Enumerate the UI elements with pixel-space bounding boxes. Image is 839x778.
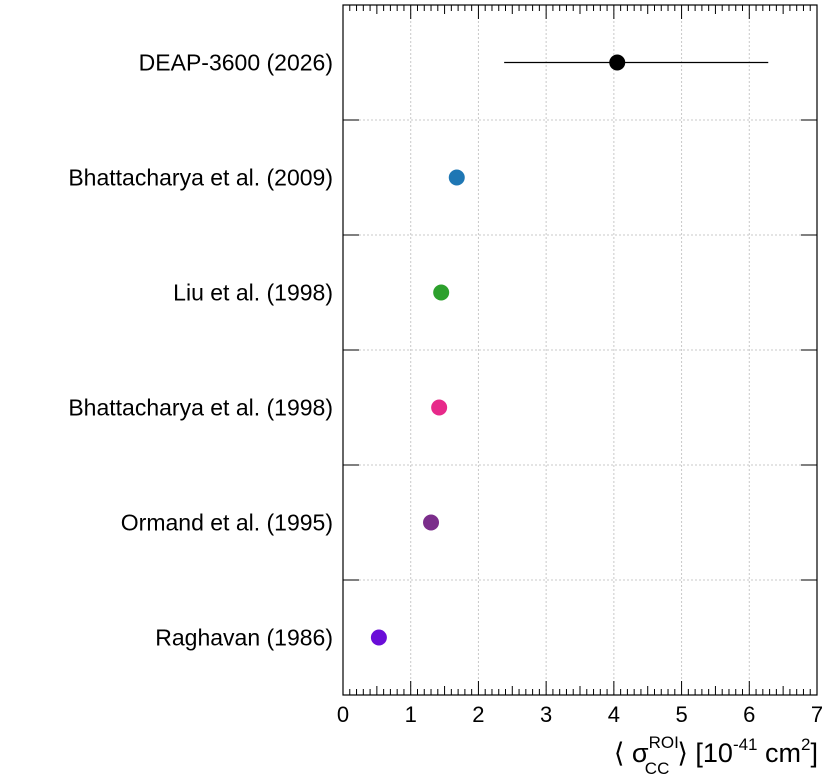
x-tick-label: 4 [608, 702, 620, 727]
data-point [609, 54, 626, 71]
x-tick-label: 3 [540, 702, 552, 727]
category-labels: DEAP-3600 (2026) Bhattacharya et al. (200… [68, 50, 333, 651]
x-tick-label: 7 [811, 702, 823, 727]
x-axis-title: ⟨ σROI CC⟩ [10-41 cm2] [614, 733, 818, 778]
axis-ticks [342, 5, 818, 695]
category-label: Raghavan (1986) [155, 625, 333, 651]
x-tick-label: 2 [472, 702, 484, 727]
data-point [433, 284, 450, 301]
x-tick-label: 6 [743, 702, 755, 727]
data-points [370, 54, 769, 646]
data-point [431, 399, 448, 416]
category-label: Liu et al. (1998) [173, 280, 333, 306]
category-label: Bhattacharya et al. (2009) [68, 165, 333, 191]
data-point [370, 629, 387, 646]
category-label: Ormand et al. (1995) [121, 510, 333, 536]
category-label: DEAP-3600 (2026) [139, 50, 333, 76]
data-point [423, 514, 440, 531]
x-tick-label: 1 [405, 702, 417, 727]
x-tick-labels: 0 1 2 3 4 5 6 7 [337, 702, 823, 727]
data-point [448, 169, 465, 186]
x-tick-label: 5 [675, 702, 687, 727]
grid [343, 5, 817, 695]
category-label: Bhattacharya et al. (1998) [68, 395, 333, 421]
x-tick-label: 0 [337, 702, 349, 727]
